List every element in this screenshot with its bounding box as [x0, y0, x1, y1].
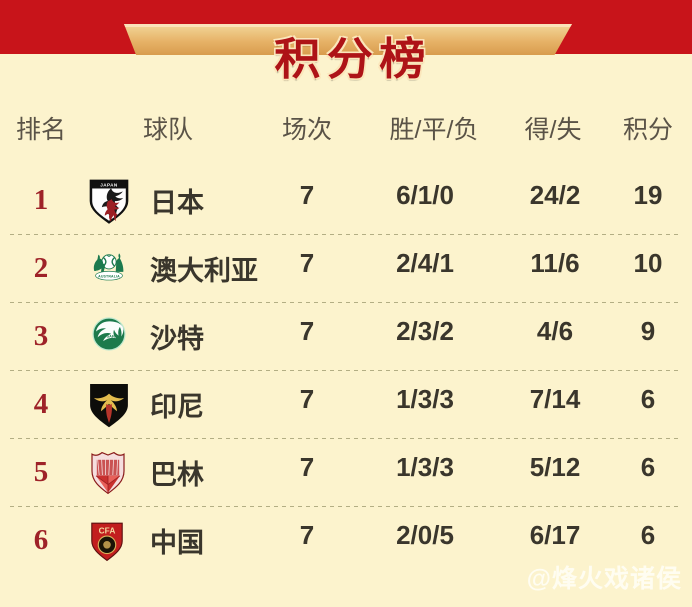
- svg-text:CFA: CFA: [99, 525, 116, 535]
- svg-text:JAPAN: JAPAN: [100, 183, 118, 188]
- svg-text:AUSTRALIA: AUSTRALIA: [98, 274, 120, 278]
- svg-text:SAFF: SAFF: [107, 334, 118, 338]
